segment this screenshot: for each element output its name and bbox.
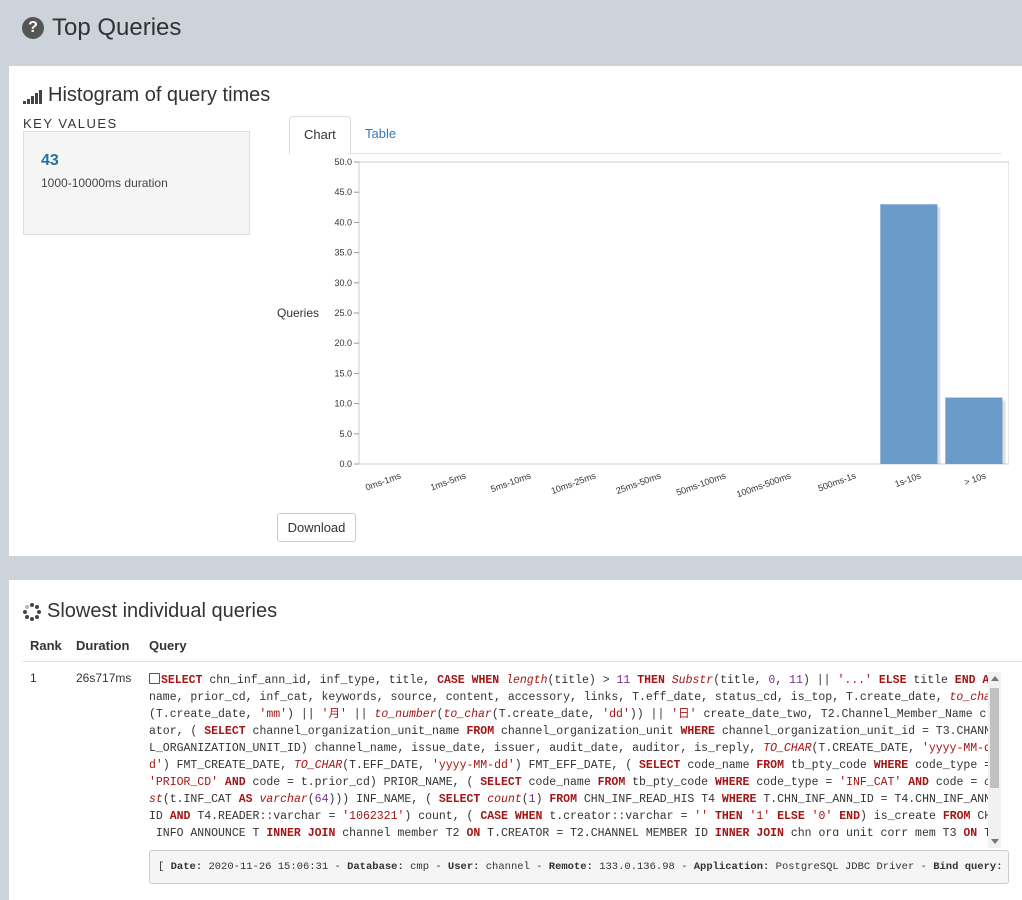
- histogram-title-text: Histogram of query times: [48, 84, 270, 107]
- y-tick-label: 0.0: [339, 459, 352, 469]
- tab-chart[interactable]: Chart: [289, 116, 351, 155]
- query-text[interactable]: SELECT chn_inf_ann_id, inf_type, title, …: [149, 672, 1001, 836]
- slowest-title-text: Slowest individual queries: [47, 600, 277, 623]
- copy-icon[interactable]: [149, 673, 160, 684]
- query-scrollbar[interactable]: [988, 672, 1001, 848]
- slowest-queries-panel: Slowest individual queries Rank Duration…: [9, 580, 1022, 900]
- key-value-description: 1000-10000ms duration: [41, 176, 232, 190]
- scroll-down-arrow-icon[interactable]: [991, 839, 999, 844]
- y-tick-label: 15.0: [334, 368, 352, 378]
- y-tick-label: 20.0: [334, 338, 352, 348]
- column-header-rank[interactable]: Rank: [30, 638, 62, 653]
- download-button[interactable]: Download: [277, 513, 356, 542]
- x-tick-label: 10ms-25ms: [550, 470, 598, 496]
- y-tick-label: 35.0: [334, 248, 352, 258]
- x-tick-label: 1ms-5ms: [429, 470, 468, 492]
- x-tick-label: 1s-10s: [893, 470, 922, 489]
- x-tick-label: 50ms-100ms: [675, 470, 728, 497]
- meta-user: channel: [486, 861, 530, 873]
- page-title: Top Queries: [52, 14, 181, 42]
- scroll-up-arrow-icon[interactable]: [991, 676, 999, 681]
- key-value-card: 43 1000-10000ms duration: [23, 131, 250, 235]
- slowest-title: Slowest individual queries: [23, 600, 277, 623]
- signal-bars-icon: [23, 88, 42, 104]
- bar: [945, 398, 1002, 464]
- column-header-duration[interactable]: Duration: [76, 638, 129, 653]
- query-metadata: [ Date: 2020-11-26 15:06:31 - Database: …: [149, 850, 1009, 884]
- y-tick-label: 50.0: [334, 157, 352, 167]
- y-tick-label: 30.0: [334, 278, 352, 288]
- row-rank: 1: [30, 671, 37, 685]
- column-header-query[interactable]: Query: [149, 638, 187, 653]
- y-tick-label: 10.0: [334, 399, 352, 409]
- y-tick-label: 25.0: [334, 308, 352, 318]
- tab-table[interactable]: Table: [351, 116, 410, 154]
- y-tick-label: 45.0: [334, 187, 352, 197]
- histogram-panel: Histogram of query times KEY VALUES 43 1…: [9, 66, 1022, 556]
- meta-application: PostgreSQL JDBC Driver: [776, 861, 915, 873]
- spinner-icon: [23, 603, 41, 621]
- x-tick-label: 5ms-10ms: [489, 470, 532, 494]
- meta-remote: 133.0.136.98: [599, 861, 675, 873]
- chart-tabs: Chart Table: [289, 116, 1001, 154]
- x-tick-label: 0ms-1ms: [364, 470, 403, 492]
- x-tick-label: 25ms-50ms: [615, 470, 663, 496]
- y-tick-label: 5.0: [339, 429, 352, 439]
- x-tick-label: > 10s: [963, 470, 988, 487]
- row-duration: 26s717ms: [76, 671, 131, 685]
- x-tick-label: 100ms-500ms: [735, 470, 792, 499]
- histogram-chart: 0.0 5.0 10.0 15.0 20.0 25.0 30.0 35.0 40.0 45.0 50…: [269, 154, 1009, 504]
- histogram-title: Histogram of query times: [23, 84, 270, 107]
- x-tick-label: 500ms-1s: [817, 470, 858, 493]
- meta-date: 2020-11-26 15:06:31: [208, 861, 328, 873]
- question-circle-icon: ?: [22, 17, 44, 39]
- meta-database: cmp: [410, 861, 429, 873]
- bar: [880, 204, 937, 464]
- header-divider: [23, 661, 1022, 662]
- scroll-thumb[interactable]: [990, 688, 999, 788]
- page-header: ? Top Queries: [22, 12, 181, 44]
- key-values-label: KEY VALUES: [23, 116, 118, 131]
- key-value-number: 43: [41, 152, 232, 170]
- y-tick-label: 40.0: [334, 217, 352, 227]
